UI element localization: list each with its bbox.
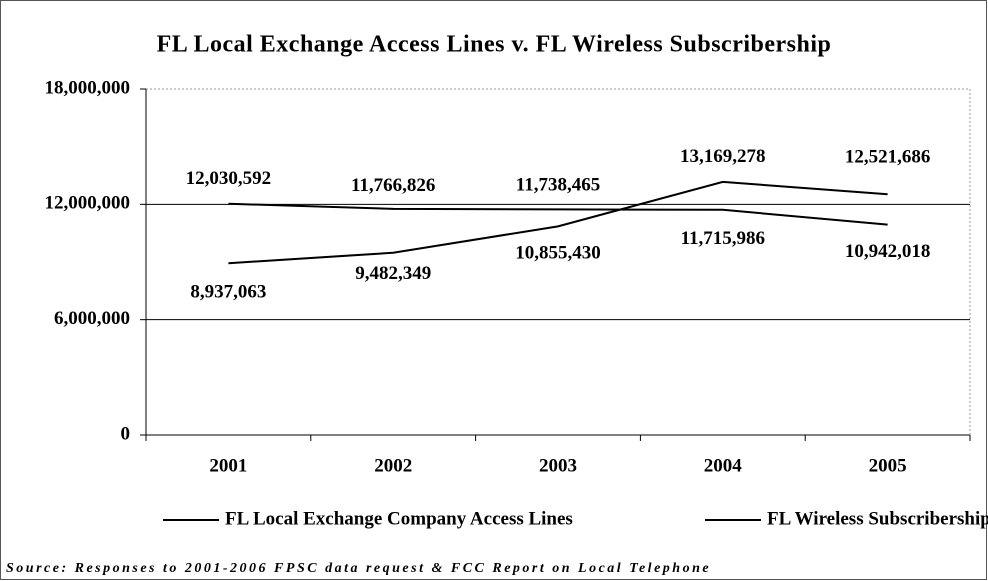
data-label: 11,715,986 bbox=[681, 228, 765, 249]
data-label: 12,521,686 bbox=[845, 147, 931, 168]
data-label: 13,169,278 bbox=[680, 146, 766, 167]
data-label: 10,855,430 bbox=[515, 243, 601, 264]
data-label: 12,030,592 bbox=[186, 168, 272, 189]
series-line bbox=[228, 180, 888, 265]
source: Source: Responses to 2001-2006 FPSC data… bbox=[6, 561, 711, 576]
x-tick-label: 2001 bbox=[209, 455, 247, 476]
series-line bbox=[228, 202, 888, 226]
data-label: 8,937,063 bbox=[190, 282, 266, 303]
y-tick-label: 18,000,000 bbox=[45, 77, 131, 98]
x-tick-label: 2002 bbox=[374, 455, 412, 476]
data-label: 11,738,465 bbox=[516, 175, 600, 196]
legend-label: FL Wireless Subscribership bbox=[767, 508, 988, 529]
y-tick-label: 0 bbox=[121, 423, 131, 444]
y-tick-label: 6,000,000 bbox=[54, 308, 130, 329]
y-tick-label: 12,000,000 bbox=[45, 193, 131, 214]
data-label: 11,766,826 bbox=[351, 175, 435, 196]
x-tick-label: 2005 bbox=[869, 455, 907, 476]
chart-title: FL Local Exchange Access Lines v. FL Wir… bbox=[157, 32, 832, 58]
data-label: 10,942,018 bbox=[845, 241, 931, 262]
x-tick-label: 2003 bbox=[539, 455, 577, 476]
data-label: 9,482,349 bbox=[355, 263, 431, 284]
x-tick-label: 2004 bbox=[704, 455, 743, 476]
legend-label: FL Local Exchange Company Access Lines bbox=[225, 508, 573, 529]
